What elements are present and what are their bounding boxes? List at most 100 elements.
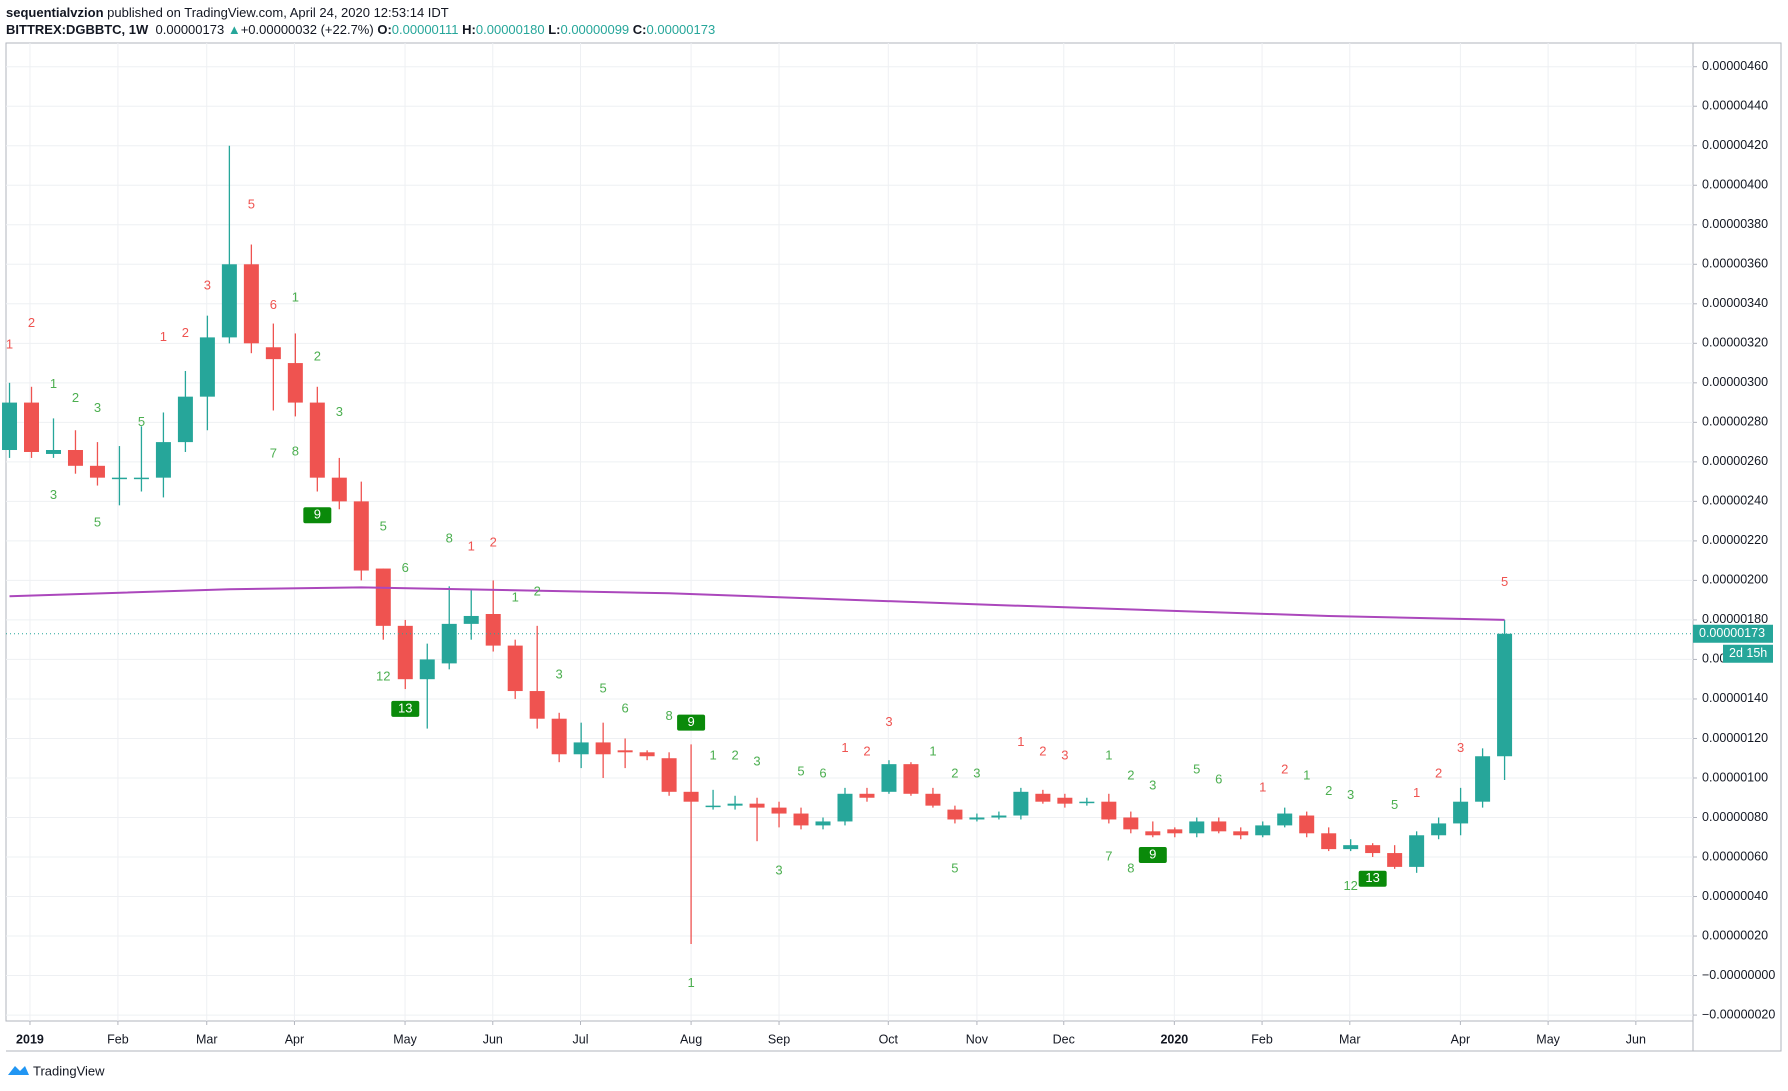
footer: TradingView: [33, 1063, 105, 1078]
y-tick-label: 0.00000040: [1702, 889, 1768, 903]
candle-body: [1453, 801, 1469, 824]
count-box: [677, 714, 706, 731]
candle-body: [375, 568, 391, 626]
count-label: 6: [622, 700, 629, 715]
y-tick-label: 0.00000460: [1702, 59, 1768, 73]
candle-body: [1189, 821, 1205, 834]
count-label: 6: [819, 765, 826, 780]
x-tick-label: 2020: [1160, 1032, 1188, 1046]
candle-body: [133, 477, 149, 480]
price-axis-frame: [1692, 42, 1782, 1052]
count-label: 2: [534, 584, 541, 599]
change: +0.00000032 (+22.7%): [240, 22, 374, 37]
published: published on TradingView.com, April 24, …: [103, 5, 449, 20]
candle-body: [419, 659, 435, 680]
candle-body: [353, 501, 369, 571]
count-label: 1: [1303, 767, 1310, 782]
candle-body: [551, 718, 567, 755]
x-tick-label: Oct: [879, 1032, 899, 1046]
y-tick-label: 0.00000340: [1702, 296, 1768, 310]
candle-body: [793, 813, 809, 826]
candle-body: [1035, 793, 1051, 802]
candle-body: [67, 450, 83, 466]
y-tick-label: 0.00000020: [1702, 928, 1768, 942]
header: sequentialvzion published on TradingView…: [6, 4, 715, 38]
count-label: 2: [72, 390, 79, 405]
count-label: 6: [270, 297, 277, 312]
count-label: 1: [709, 748, 716, 763]
candle-body: [595, 742, 611, 755]
count-label: 8: [1127, 860, 1134, 875]
count-label: 2: [182, 325, 189, 340]
count-box: [1358, 870, 1387, 887]
candle-body: [639, 752, 655, 757]
count-label: 5: [1501, 574, 1508, 589]
count-label: 9: [687, 714, 694, 729]
last-price-box: [1693, 624, 1773, 643]
candle-body: [859, 793, 875, 798]
count-label: 3: [556, 667, 563, 682]
y-tick-label: 0.00000180: [1702, 612, 1768, 626]
count-label: 1: [50, 376, 57, 391]
symbol-line: BITTREX:DGBBTC, 1W 0.00000173 ▲+0.000000…: [6, 21, 715, 38]
x-tick-label: 2019: [16, 1032, 44, 1046]
candle-body: [24, 402, 40, 452]
count-label: 13: [398, 700, 412, 715]
candle-body: [1431, 823, 1447, 836]
y-tick-label: 0.00000320: [1702, 336, 1768, 350]
o: 0.00000111: [391, 22, 459, 37]
y-tick-label: 0.00000300: [1702, 375, 1768, 389]
candle-body: [155, 442, 171, 478]
count-label: 1: [512, 590, 519, 605]
count-label: 2: [1281, 762, 1288, 777]
candle-body: [617, 750, 633, 753]
c: 0.00000173: [646, 22, 716, 37]
candle-body: [507, 645, 523, 692]
candle-body: [749, 803, 765, 808]
x-tick-label: Mar: [196, 1032, 218, 1046]
candle-body: [529, 691, 545, 719]
count-label: 1: [160, 329, 167, 344]
candle-body: [1167, 829, 1183, 834]
count-label: 12: [1343, 878, 1357, 893]
x-tick-label: Feb: [1251, 1032, 1273, 1046]
count-label: 3: [973, 765, 980, 780]
candle-body: [705, 805, 721, 808]
author: sequentialvzion: [6, 5, 104, 20]
candle-body: [903, 764, 919, 794]
c-label: C:: [632, 22, 647, 37]
candle-body: [991, 815, 1007, 818]
y-tick-label: 0.00000120: [1702, 731, 1768, 745]
count-label: 8: [292, 443, 299, 458]
candle-body: [1321, 833, 1337, 850]
candle-body: [309, 402, 325, 478]
candle-body: [199, 337, 215, 397]
count-label: 5: [138, 414, 145, 429]
candle-body: [221, 264, 237, 338]
count-label: 1: [468, 538, 475, 553]
count-label: 3: [1149, 777, 1156, 792]
candle-body: [727, 803, 743, 806]
count-label: 1: [6, 337, 13, 352]
y-tick-label: 0.00000220: [1702, 533, 1768, 547]
count-box: [391, 700, 420, 717]
countdown-box: [1723, 644, 1773, 663]
x-tick-label: May: [393, 1032, 417, 1046]
candle-body: [45, 450, 61, 454]
count-label: 7: [1105, 848, 1112, 863]
candle-body: [1475, 756, 1491, 802]
candle-body: [1013, 791, 1029, 816]
arrow: ▲: [227, 22, 241, 37]
count-label: 8: [446, 530, 453, 545]
h-label: H:: [462, 22, 476, 37]
candle-body: [1123, 817, 1139, 830]
count-label: 5: [600, 681, 607, 696]
candle-body: [2, 402, 18, 451]
count-label: 3: [94, 400, 101, 415]
candle-body: [1409, 835, 1425, 867]
plot-frame: [5, 42, 1694, 1022]
y-tick-label: 0.00000400: [1702, 178, 1768, 192]
count-label: 5: [248, 196, 255, 211]
count-label: 1: [841, 740, 848, 755]
